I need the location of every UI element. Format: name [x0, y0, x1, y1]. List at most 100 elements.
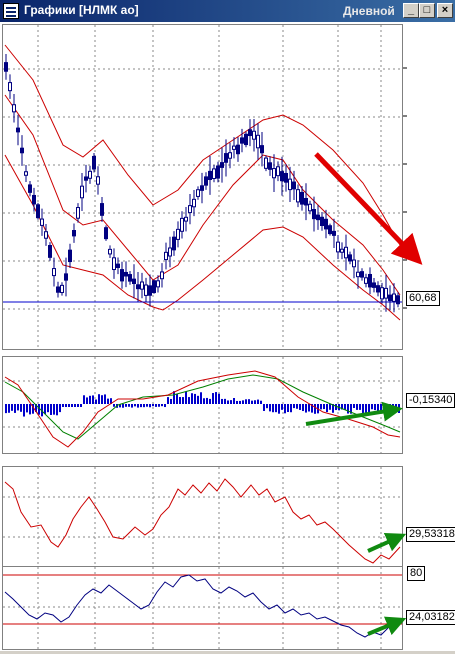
candle-body [36, 204, 40, 219]
macd-chart [3, 357, 402, 453]
lower-band-line [4, 154, 401, 321]
candle-body [44, 231, 48, 239]
candle-body [208, 170, 212, 181]
candle-body [156, 280, 160, 288]
candle-body [296, 189, 300, 203]
candle-body [48, 245, 52, 258]
oscillator-divergence-arrow [367, 616, 407, 636]
candle-body [8, 82, 12, 92]
price-chart [3, 25, 402, 349]
candle-body [96, 176, 100, 185]
candle-body [288, 178, 292, 191]
oscillator-pane[interactable] [2, 566, 403, 650]
candle-body [120, 269, 124, 282]
candle-body [20, 147, 24, 154]
candle-body [376, 285, 380, 293]
candle-body [56, 286, 60, 293]
candle-body [28, 184, 32, 193]
candle-body [116, 263, 120, 269]
macd-pane[interactable] [2, 356, 403, 454]
rsi-divergence-arrow [367, 532, 407, 553]
minimize-button[interactable]: _ [403, 3, 419, 18]
oscillator-line [4, 574, 401, 638]
candle-body [344, 246, 348, 259]
candle-body [112, 257, 116, 271]
candle-body [64, 273, 68, 281]
candle-body [356, 271, 360, 278]
upper-band-line [4, 44, 401, 246]
rsi-line [4, 478, 401, 564]
candle-body [252, 130, 256, 140]
candle-body [396, 295, 400, 305]
last-price-label: 60,68 [406, 291, 440, 306]
macd-value-label: -0,15340 [406, 393, 455, 408]
candle-body [152, 280, 156, 294]
candle-body [16, 127, 20, 133]
macd-divergence-arrow [305, 401, 403, 426]
candle-body [12, 104, 16, 113]
candle-body [80, 185, 84, 199]
candle-body [140, 281, 144, 290]
candle-body [220, 162, 224, 168]
candle-body [280, 171, 284, 182]
candle-body [380, 287, 384, 300]
candle-body [92, 155, 96, 170]
candle-body [372, 282, 376, 288]
candle-body [272, 168, 276, 179]
candle-body [336, 241, 340, 253]
candle-body [276, 166, 280, 177]
candle-body [40, 218, 44, 226]
price-pane[interactable] [2, 24, 403, 350]
candle-body [328, 225, 332, 235]
candle-body [172, 236, 176, 251]
candle-body [316, 214, 320, 221]
window-title: Графики [НЛМК ао] [24, 3, 139, 17]
upper-level-label: 80 [407, 566, 426, 581]
candle-body [124, 271, 128, 277]
chart-window-icon[interactable] [3, 3, 19, 19]
candle-body [204, 176, 208, 186]
candle-body [392, 293, 396, 302]
oscillator-value-label: 24,03182 [406, 610, 455, 625]
candle-body [188, 205, 192, 214]
candle-body [352, 259, 356, 268]
candle-body [108, 248, 112, 255]
candle-body [176, 228, 180, 240]
candle-body [200, 185, 204, 191]
close-button[interactable]: × [437, 3, 453, 18]
candle-body [244, 133, 248, 146]
candle-body [4, 62, 8, 72]
candle-body [232, 145, 236, 150]
candle-body [364, 277, 368, 284]
timeframe-label[interactable]: Дневной [343, 4, 395, 18]
rsi-pane[interactable] [2, 466, 403, 574]
candle-body [68, 249, 72, 263]
candle-body [320, 216, 324, 226]
macd-signal-line [4, 374, 401, 440]
candle-body [348, 254, 352, 262]
rsi-chart [3, 467, 402, 573]
candle-body [268, 162, 272, 170]
candle-body [256, 134, 260, 149]
candle-body [84, 176, 88, 181]
candle-body [284, 172, 288, 183]
candle-body [224, 153, 228, 163]
candle-body [388, 294, 392, 302]
candle-body [168, 247, 172, 257]
candle-body [264, 157, 268, 169]
candle-body [248, 129, 252, 137]
oscillator-chart [3, 567, 402, 649]
down-trend-arrow [314, 152, 423, 265]
candle-body [180, 217, 184, 232]
candle-body [128, 274, 132, 282]
candle-body [368, 273, 372, 288]
maximize-button[interactable]: □ [419, 3, 435, 18]
candle-body [236, 144, 240, 155]
candle-body [72, 230, 76, 237]
candle-body [148, 285, 152, 296]
candle-body [240, 137, 244, 144]
chart-area: 60,68 -0,15340 [0, 22, 455, 651]
candle-body [136, 284, 140, 290]
candle-body [100, 203, 104, 216]
candle-body [308, 203, 312, 212]
